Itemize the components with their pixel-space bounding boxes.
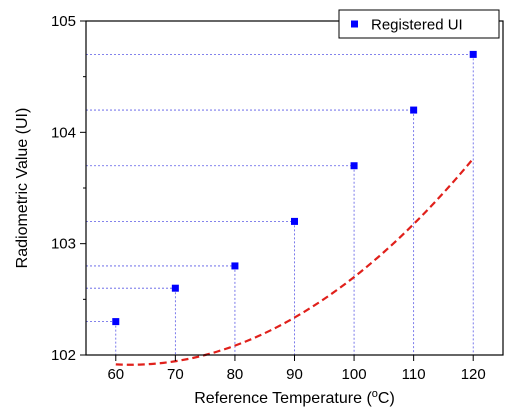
x-axis-label: Reference Temperature (oC) (194, 388, 395, 407)
y-axis-ticks: 102 103 104 105 (51, 13, 86, 364)
x-tick-label: 100 (342, 366, 367, 383)
y-tick-label: 104 (51, 124, 76, 141)
x-axis-ticks: 60 70 80 90 100 110 120 (107, 355, 486, 383)
legend-label: Registered UI (371, 17, 463, 34)
x-tick-label: 90 (286, 366, 303, 383)
plot-frame (85, 20, 504, 356)
x-tick-label: 60 (107, 366, 124, 383)
x-tick-label: 70 (167, 366, 184, 383)
data-point (469, 50, 477, 58)
y-tick-label: 105 (51, 13, 76, 30)
legend-box (338, 9, 500, 39)
data-point (112, 318, 120, 326)
y-axis-label: Radiometric Value (UI) (14, 108, 31, 269)
data-point (171, 284, 179, 292)
data-point (291, 217, 298, 225)
fit-curve (115, 157, 475, 366)
data-point (231, 262, 239, 270)
guide-lines (86, 54, 474, 355)
y-tick-label: 103 (51, 236, 76, 253)
x-tick-label: 110 (402, 366, 426, 383)
y-tick-label: 102 (51, 347, 76, 364)
data-point (410, 106, 418, 114)
legend: Registered UI (338, 9, 500, 39)
x-tick-label: 80 (227, 366, 244, 383)
legend-marker (351, 20, 358, 28)
data-point (350, 162, 358, 170)
x-tick-label: 120 (461, 366, 486, 383)
data-points (112, 50, 477, 326)
fit-curve-group (115, 157, 475, 366)
